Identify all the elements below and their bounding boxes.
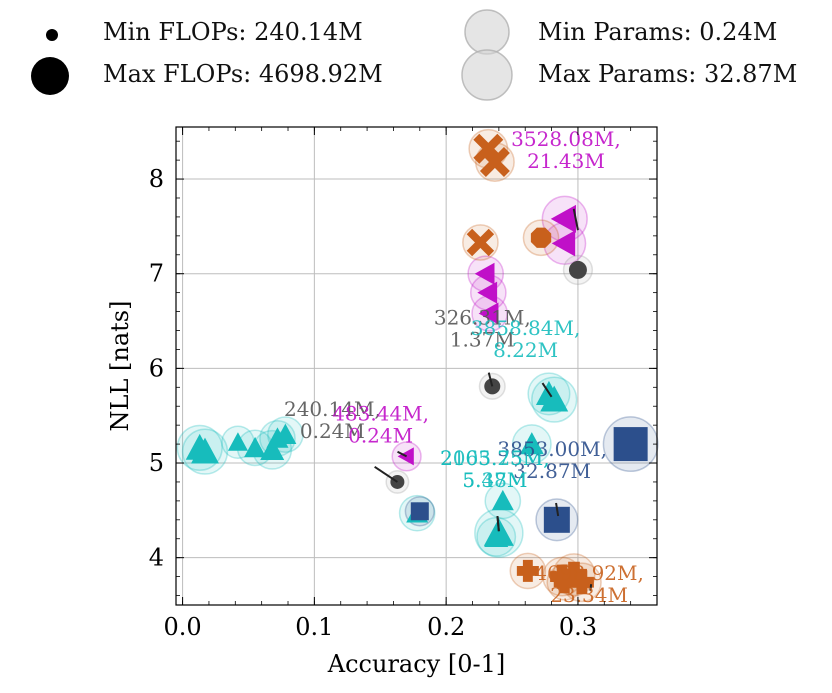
param-halos	[176, 128, 659, 603]
annotation-label: 3858.84M, 8.22M	[471, 316, 581, 362]
data-point-triangle-up	[491, 489, 514, 511]
annotation-line: 21.43M	[527, 149, 605, 173]
data-point-triangle-up	[244, 436, 267, 458]
annotation-line: 32.87M	[513, 459, 591, 483]
annotation-line: 4698.92M,	[534, 561, 644, 585]
y-tick-label: 5	[149, 449, 164, 477]
annotation-line: 240.14M,	[284, 397, 381, 421]
annotation-arrow	[555, 502, 560, 517]
x-stroke	[466, 228, 495, 257]
axis-ticks: 0.0 0.1 0.2 0.3 4 5 6 7 8	[149, 127, 657, 641]
annotation-label: 326.31M, 1.37M	[434, 305, 531, 351]
legend-min-params-label: Min Params: 0.24M	[538, 18, 778, 46]
x-tick-label: 0.1	[295, 613, 333, 641]
annotation-label: 240.14M, 0.24M	[284, 397, 381, 443]
data-point-triangle-left	[550, 204, 576, 233]
legend-min-flops-label: Min FLOPs: 240.14M	[103, 18, 363, 46]
y-tick-label: 6	[149, 354, 164, 382]
annotation-label: 3853.00M, 32.87M	[497, 437, 607, 483]
annotation-arrow	[572, 208, 579, 231]
legend	[31, 9, 513, 101]
x-stroke	[473, 133, 504, 164]
data-point-triangle-up	[519, 432, 544, 455]
annotation-arrow	[487, 372, 494, 387]
x-tick-label: 0.3	[559, 613, 597, 641]
annotation-line: 0.24M	[300, 419, 365, 443]
data-point-plus	[569, 570, 594, 595]
annotation-line: 2063.25M,	[440, 446, 550, 470]
legend-min-flops-marker	[46, 29, 58, 41]
annotation-arrow	[589, 584, 593, 591]
annotation-line: 8.22M	[493, 338, 558, 362]
data-point-plus	[560, 561, 587, 588]
data-point-triangle-up	[227, 432, 248, 451]
data-point-triangle-up	[260, 437, 285, 460]
y-tick-label: 7	[149, 260, 164, 288]
grid	[176, 127, 657, 605]
legend-max-params-label: Max Params: 32.87M	[538, 60, 798, 88]
annotation-label: 2105.75M, 5.48M	[440, 446, 550, 492]
data-point-triangle-up	[484, 524, 509, 548]
data-point-x	[466, 228, 495, 257]
annotation-label: 4698.92M, 23.34M	[534, 561, 644, 607]
annotation-line: 3858.84M,	[471, 316, 581, 340]
annotation-label: 483.44M, 0.24M	[332, 401, 429, 447]
annotation-arrow	[397, 450, 408, 458]
data-point-triangle-left	[474, 262, 495, 285]
annotation-line: 2105.75M,	[440, 446, 550, 470]
data-point-square	[410, 502, 429, 521]
data-point-triangle-up	[190, 437, 219, 464]
data-point-triangle-up	[274, 423, 297, 444]
annotation-line: 5.48M	[462, 468, 527, 492]
annotation-label: 2063.25M, 5.37M	[440, 446, 550, 492]
data-point-x	[479, 147, 510, 177]
data-point-triangle-left	[477, 281, 498, 304]
plot-frame	[175, 126, 658, 606]
annotation-arrow	[374, 466, 398, 483]
x-stroke	[479, 147, 510, 177]
annotation-line: 1.37M	[450, 327, 515, 351]
annotation-arrow	[496, 515, 500, 532]
data-point-triangle-left	[551, 230, 576, 257]
x-tick-label: 0.2	[427, 613, 465, 641]
annotation-label: 3528.08M, 21.43M	[511, 127, 621, 173]
annotation-line: 3528.08M,	[511, 127, 621, 151]
annotation-line: 23.34M	[550, 583, 628, 607]
data-point-octagon	[530, 227, 552, 248]
data-point-square	[613, 427, 648, 462]
y-tick-label: 4	[149, 544, 164, 572]
legend-max-flops-label: Max FLOPs: 4698.92M	[103, 60, 383, 88]
data-point-triangle-left	[478, 302, 499, 325]
annotation-line: 483.44M,	[332, 401, 429, 425]
y-axis-label: NLL [nats]	[106, 301, 134, 432]
x-axis-label: Accuracy [0-1]	[327, 650, 505, 678]
annotation-line: 0.24M	[348, 423, 413, 447]
data-point-plus	[516, 559, 539, 582]
annotation-line: 3853.00M,	[497, 437, 607, 461]
legend-max-params-marker	[461, 49, 513, 101]
annotation-line: 5.37M	[462, 468, 527, 492]
data-point-plus	[553, 571, 576, 594]
data-point-circle	[568, 260, 587, 279]
legend-max-flops-marker	[31, 57, 69, 95]
y-tick-label: 8	[149, 165, 164, 193]
annotation-arrow	[541, 382, 553, 398]
x-tick-label: 0.0	[164, 613, 202, 641]
annotation-line: 326.31M,	[434, 305, 531, 329]
